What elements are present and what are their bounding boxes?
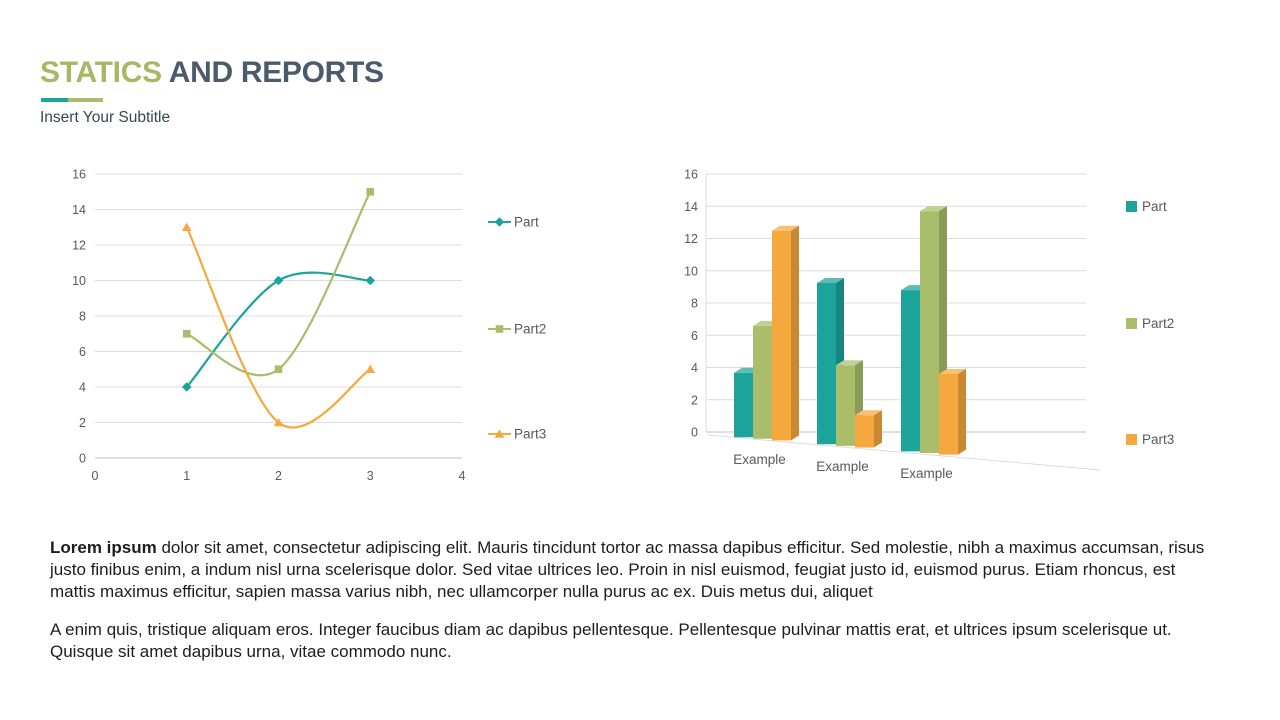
svg-text:0: 0: [92, 469, 99, 483]
svg-text:Example: Example: [816, 459, 869, 474]
legend-item-part3: Part3: [488, 427, 546, 442]
square-marker-icon: [366, 187, 375, 196]
svg-text:8: 8: [79, 310, 86, 324]
paragraph-2: A enim quis, tristique aliquam eros. Int…: [50, 620, 1172, 661]
svg-text:3: 3: [367, 469, 374, 483]
underline-teal-segment: [41, 98, 68, 102]
svg-text:2: 2: [275, 469, 282, 483]
underline-green-segment: [68, 98, 103, 102]
page-title: STATICS AND REPORTS: [40, 56, 384, 90]
svg-text:4: 4: [79, 381, 86, 395]
svg-text:2: 2: [691, 393, 698, 407]
svg-text:2: 2: [79, 416, 86, 430]
subtitle: Insert Your Subtitle: [40, 109, 171, 126]
paragraph-1-lead: Lorem ipsum: [50, 538, 157, 557]
svg-text:4: 4: [691, 361, 698, 375]
svg-text:0: 0: [691, 426, 698, 440]
square-marker-icon: [182, 329, 191, 338]
svg-text:Example: Example: [900, 466, 953, 481]
triangle-marker-icon: [273, 417, 284, 427]
triangle-marker-icon: [365, 364, 376, 374]
line-series-part2: [182, 187, 375, 377]
svg-text:Part2: Part2: [514, 322, 546, 337]
svg-text:16: 16: [684, 168, 698, 182]
svg-text:10: 10: [684, 264, 698, 278]
svg-text:6: 6: [691, 329, 698, 343]
svg-text:12: 12: [72, 239, 86, 253]
svg-text:Part: Part: [514, 215, 539, 230]
square-marker-icon: [495, 325, 504, 333]
title-accent: STATICS: [40, 56, 162, 89]
svg-text:8: 8: [691, 297, 698, 311]
legend-item-part2: Part2: [1126, 316, 1174, 331]
square-marker-icon: [274, 365, 283, 374]
svg-text:0: 0: [79, 452, 86, 466]
diamond-marker-icon: [365, 275, 376, 286]
paragraph-1: Lorem ipsum dolor sit amet, consectetur …: [50, 537, 1212, 603]
triangle-marker-icon: [181, 222, 192, 232]
svg-text:Example: Example: [733, 452, 786, 467]
svg-text:Part: Part: [1142, 199, 1167, 214]
body-text: Lorem ipsum dolor sit amet, consectetur …: [50, 537, 1212, 663]
svg-text:Part3: Part3: [1142, 432, 1174, 447]
svg-text:14: 14: [684, 200, 698, 214]
diamond-marker-icon: [494, 217, 505, 227]
line-series-part: [181, 271, 376, 392]
diamond-marker-icon: [181, 382, 192, 392]
title-underline: [41, 98, 103, 102]
svg-text:Part3: Part3: [514, 427, 546, 442]
bar-series: [734, 206, 966, 455]
triangle-marker-icon: [494, 429, 505, 438]
bar-chart-3d: 0 2 4 6 8 10 12 14 16 Example Example Example Part Pa…: [684, 168, 1174, 481]
line-series-part3: [181, 222, 376, 429]
svg-text:4: 4: [459, 469, 466, 483]
legend-item-part: Part: [488, 215, 539, 230]
svg-text:10: 10: [72, 274, 86, 288]
legend-item-part2: Part2: [488, 322, 546, 337]
svg-text:14: 14: [72, 203, 86, 217]
svg-text:16: 16: [72, 168, 86, 182]
diamond-marker-icon: [273, 275, 284, 286]
svg-text:6: 6: [79, 345, 86, 359]
svg-text:Part2: Part2: [1142, 316, 1174, 331]
legend-item-part: Part: [1126, 199, 1167, 214]
paragraph-1-rest: dolor sit amet, consectetur adipiscing e…: [50, 538, 1205, 601]
title-rest: AND REPORTS: [161, 56, 384, 89]
svg-text:12: 12: [684, 232, 698, 246]
legend-item-part3: Part3: [1126, 432, 1174, 447]
svg-text:1: 1: [183, 469, 190, 483]
